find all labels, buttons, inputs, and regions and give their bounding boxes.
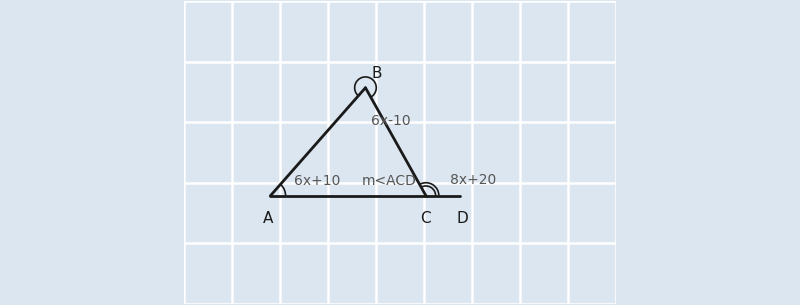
- Text: A: A: [263, 211, 274, 226]
- Text: B: B: [372, 66, 382, 81]
- Text: 6x-10: 6x-10: [370, 114, 410, 128]
- Text: C: C: [421, 211, 431, 226]
- Text: D: D: [457, 211, 469, 226]
- Text: 6x+10: 6x+10: [294, 174, 341, 188]
- Text: 8x+20: 8x+20: [450, 173, 496, 187]
- Text: m<ACD: m<ACD: [362, 174, 417, 188]
